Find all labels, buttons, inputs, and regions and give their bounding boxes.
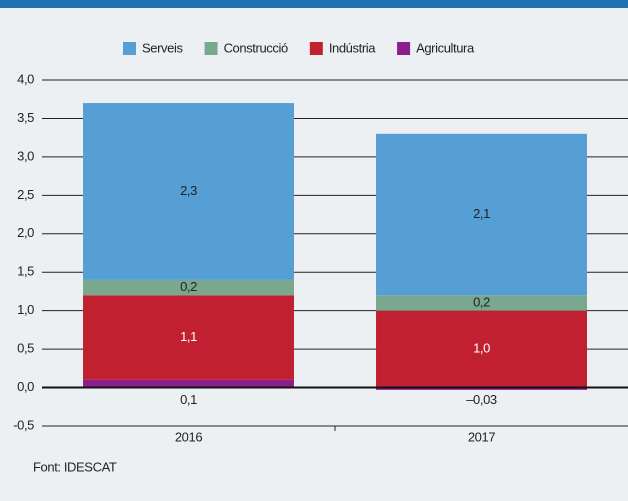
- y-tick-label: 3,5: [17, 110, 34, 125]
- legend-swatch: [123, 42, 136, 55]
- x-tick-label: 2016: [175, 429, 202, 444]
- value-label: 1,1: [180, 329, 197, 344]
- legend-swatch: [309, 42, 323, 55]
- y-tick-label: 1,0: [17, 302, 34, 317]
- top-band: [0, 0, 628, 8]
- bar-segment: [83, 279, 294, 296]
- y-tick-label: 3,0: [17, 148, 34, 163]
- y-tick-label: 4,0: [17, 71, 34, 86]
- y-tick-label: 2,5: [17, 187, 34, 202]
- value-label: 0,1: [180, 392, 197, 407]
- y-tick-label: -0,5: [13, 417, 34, 432]
- legend-label: Construcció: [224, 40, 288, 55]
- bar-segment: [83, 295, 294, 380]
- y-tick-label: 0,0: [17, 379, 34, 394]
- y-tick-label: 0,5: [17, 341, 34, 356]
- bar-segment: [83, 103, 294, 280]
- legend-swatch: [397, 42, 411, 55]
- value-label: 2,1: [473, 206, 490, 221]
- value-label: 0,2: [180, 279, 197, 294]
- legend-label: Indústria: [329, 40, 376, 55]
- value-label: 1,0: [473, 341, 490, 356]
- legend-label: Agricultura: [416, 40, 475, 55]
- value-label: 0,2: [473, 294, 490, 309]
- bar-segment: [376, 295, 587, 311]
- source: Font: IDESCAT: [33, 459, 117, 474]
- bar-segment: [376, 133, 587, 296]
- bar-segment: [376, 387, 587, 390]
- x-tick-label: 2017: [468, 429, 495, 444]
- legend-swatch: [204, 42, 218, 55]
- bar-segment: [83, 379, 294, 388]
- bar-segment: [376, 310, 587, 388]
- value-label: 2,3: [180, 183, 197, 198]
- y-tick-label: 2,0: [17, 225, 34, 240]
- y-tick-label: 1,5: [17, 264, 34, 279]
- legend-label: Serveis: [142, 40, 183, 55]
- value-label: –0,03: [466, 392, 497, 407]
